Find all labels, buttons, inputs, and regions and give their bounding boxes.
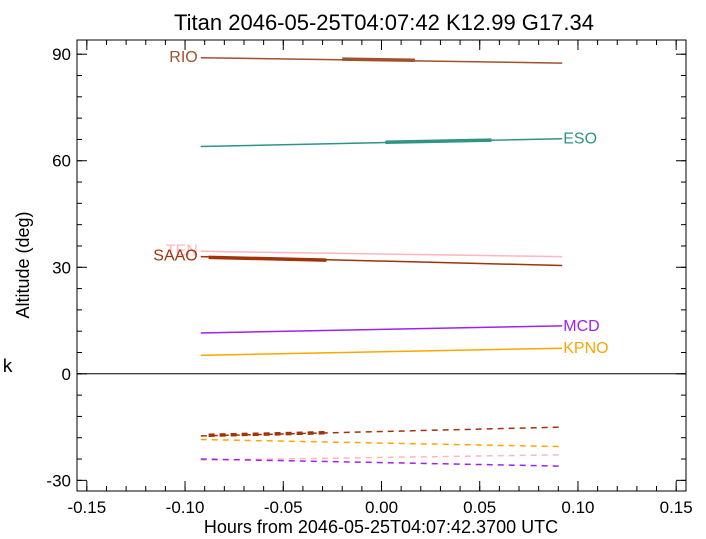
x-tick-label: 0.10 <box>561 498 594 517</box>
series-rio: RIO <box>169 49 563 66</box>
side-mark: k <box>2 356 13 377</box>
series-eso: ESO <box>200 131 597 148</box>
series-line-eso <box>200 137 563 148</box>
x-tick-label: 0.15 <box>660 498 693 517</box>
series-dashed-saao <box>200 426 563 437</box>
chart-title: Titan 2046-05-25T04:07:42 K12.99 G17.34 <box>174 10 594 35</box>
series-line-mcd <box>200 325 563 334</box>
x-tick-label: -0.10 <box>166 498 205 517</box>
series-label-eso: ESO <box>563 131 597 148</box>
series-dashed-highlight-saao <box>208 431 327 437</box>
series-label-ten: TEN <box>166 242 198 259</box>
series-saao: SAAO <box>153 248 563 437</box>
y-tick-label: 30 <box>52 258 71 277</box>
x-tick-label: -0.05 <box>264 498 303 517</box>
axis-ticks: -0.15 -0.10 -0.05 0.00 0.05 0.10 0.15 -30 0 30 60 9… <box>46 40 693 517</box>
x-axis-label: Hours from 2046-05-25T04:07:42.3700 UTC <box>204 517 558 537</box>
y-axis-label: Altitude (deg) <box>13 211 33 318</box>
series-highlight-rio <box>342 57 415 62</box>
y-tick-label: 0 <box>62 365 71 384</box>
series-mcd: MCD <box>200 318 600 467</box>
series-label-saao: SAAO <box>153 248 197 265</box>
series-label-kpno: KPNO <box>563 340 608 357</box>
series-dashed-mcd <box>200 458 563 467</box>
series-highlight-saao <box>208 255 327 262</box>
series-dashed-ten <box>200 454 563 461</box>
series-label-mcd: MCD <box>563 318 599 335</box>
series-label-rio: RIO <box>169 49 197 66</box>
y-tick-label: 60 <box>52 152 71 171</box>
series-highlight-eso <box>385 138 492 145</box>
series-kpno: KPNO <box>200 340 609 448</box>
x-tick-label: 0.05 <box>463 498 496 517</box>
x-tick-label: 0.00 <box>365 498 398 517</box>
y-tick-label: 90 <box>52 45 71 64</box>
series-dashed-kpno <box>200 438 563 448</box>
series-line-ten <box>200 250 563 258</box>
plot-frame <box>76 39 687 492</box>
series-ten: TEN <box>166 242 563 461</box>
x-tick-label: -0.15 <box>67 498 106 517</box>
series-line-kpno <box>200 347 563 357</box>
y-tick-label: -30 <box>46 471 71 490</box>
